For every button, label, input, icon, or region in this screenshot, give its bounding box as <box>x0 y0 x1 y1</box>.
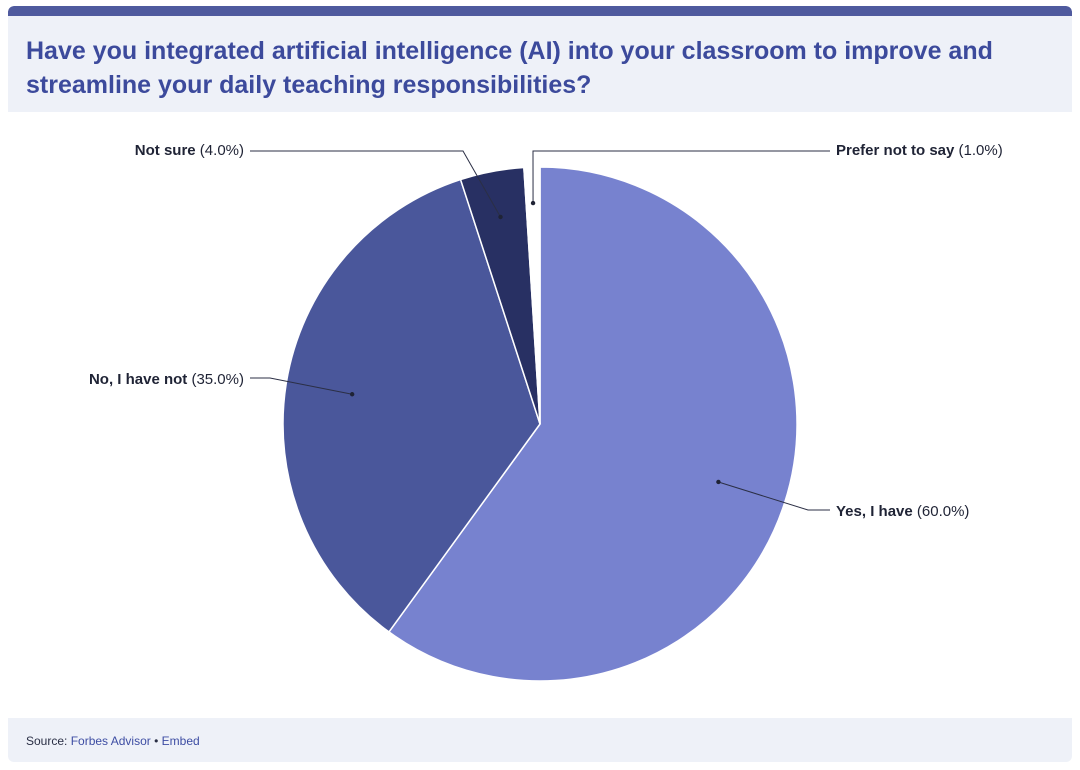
data-label-no-i-have-not: No, I have not (35.0%) <box>89 371 244 388</box>
leader-line-not-sure <box>250 150 501 218</box>
chart-footer: Source: Forbes Advisor • Embed <box>8 718 1072 762</box>
data-label-value: (35.0%) <box>187 371 244 388</box>
leader-line-no-i-have-not <box>250 377 353 395</box>
data-label-not-sure: Not sure (4.0%) <box>135 142 244 159</box>
leader-dot-no-i-have-not <box>349 392 355 397</box>
data-label-value: (60.0%) <box>913 503 970 520</box>
data-label-name: No, I have not <box>89 371 187 388</box>
data-label-value: (1.0%) <box>954 142 1002 159</box>
chart-header: Have you integrated artificial intellige… <box>8 16 1072 112</box>
chart-title: Have you integrated artificial intellige… <box>26 37 993 99</box>
chart-card: Have you integrated artificial intellige… <box>8 6 1072 762</box>
accent-bar <box>8 6 1072 16</box>
source-link[interactable]: Forbes Advisor <box>70 734 151 748</box>
source-separator: • <box>154 734 159 748</box>
leader-line-yes-i-have <box>718 481 830 511</box>
pie-slice-yes-i-have <box>387 166 798 682</box>
data-label-name: Yes, I have <box>836 503 913 520</box>
data-label-value: (4.0%) <box>196 142 244 159</box>
leader-line-prefer-not-to-say <box>532 150 830 204</box>
data-label-name: Prefer not to say <box>836 142 955 159</box>
data-label-name: Not sure <box>135 142 196 159</box>
leader-dot-not-sure <box>498 214 503 220</box>
source-line: Source: Forbes Advisor • Embed <box>26 734 200 748</box>
data-label-yes-i-have: Yes, I have (60.0%) <box>836 503 969 520</box>
pie-slice-prefer-not-to-say <box>523 166 541 425</box>
source-label: Source: <box>26 734 68 748</box>
embed-link[interactable]: Embed <box>161 734 200 748</box>
pie-slice-no-i-have-not <box>282 178 541 633</box>
pie-chart: Yes, I have (60.0%) No, I have not (35.0%… <box>89 142 1003 682</box>
leader-dot-prefer-not-to-say <box>530 200 536 206</box>
leader-dot-yes-i-have <box>716 479 721 485</box>
data-label-prefer-not-to-say: Prefer not to say (1.0%) <box>836 142 1003 159</box>
